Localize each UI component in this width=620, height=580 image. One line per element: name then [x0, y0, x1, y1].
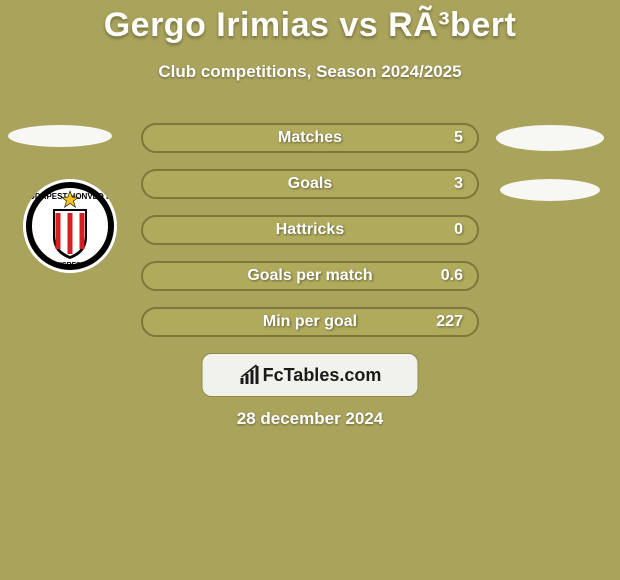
club-logo-svg: BUDAPEST HONVÉD FC KISPEST	[23, 179, 117, 273]
player-photo-placeholder-right-2	[500, 179, 600, 201]
stat-value: 0	[454, 221, 463, 239]
page-title: Gergo Irimias vs RÃ³bert	[104, 6, 517, 45]
stat-value: 3	[454, 175, 463, 193]
brand-text: FcTables.com	[263, 365, 382, 386]
stat-value: 0.6	[441, 267, 463, 285]
stat-value: 5	[454, 129, 463, 147]
stat-row: Hattricks 0	[141, 215, 479, 245]
player-photo-placeholder-right-1	[496, 125, 604, 151]
stat-row: Goals per match 0.6	[141, 261, 479, 291]
stat-label: Goals per match	[247, 267, 372, 285]
brand-box: FcTables.com	[202, 353, 419, 397]
player-photo-placeholder-left	[8, 125, 112, 147]
stat-row: Goals 3	[141, 169, 479, 199]
stat-value: 227	[436, 313, 463, 331]
subtitle: Club competitions, Season 2024/2025	[158, 62, 461, 82]
stat-label: Hattricks	[276, 221, 344, 239]
svg-text:KISPEST: KISPEST	[55, 262, 86, 269]
stat-label: Goals	[288, 175, 332, 193]
stats-icon	[239, 364, 261, 386]
stat-label: Matches	[278, 129, 342, 147]
club-logo: BUDAPEST HONVÉD FC KISPEST	[23, 179, 117, 273]
date-line: 28 december 2024	[237, 409, 384, 429]
stat-label: Min per goal	[263, 313, 357, 331]
stat-row: Min per goal 227	[141, 307, 479, 337]
stat-row: Matches 5	[141, 123, 479, 153]
